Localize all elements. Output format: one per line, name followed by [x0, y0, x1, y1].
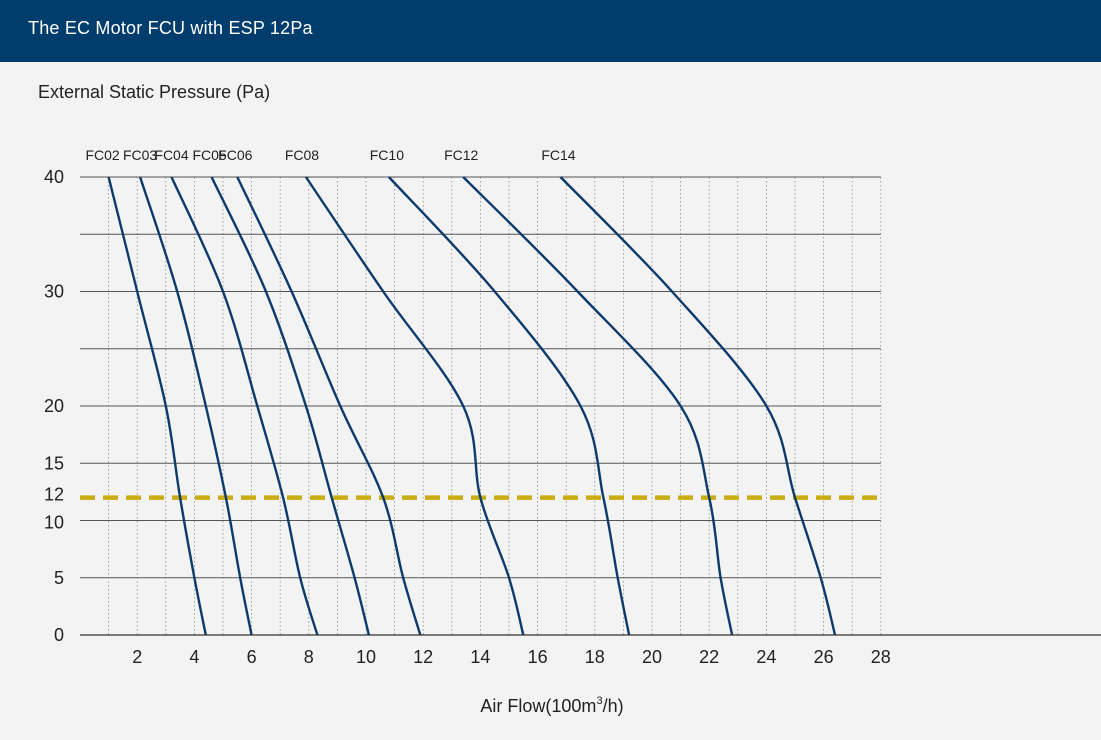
series-label-fc03: FC03 — [123, 147, 157, 163]
y-tick-label: 30 — [44, 282, 64, 302]
x-tick-label: 16 — [528, 647, 548, 667]
x-tick-label: 12 — [413, 647, 433, 667]
curves — [107, 176, 837, 636]
series-label-fc08: FC08 — [285, 147, 319, 163]
curve-fc10 — [388, 176, 631, 636]
chart-area: External Static Pressure (Pa) FC02 FC03 FC… — [0, 62, 1101, 735]
series-label-fc10: FC10 — [370, 147, 404, 163]
x-tick-label: 8 — [304, 647, 314, 667]
y-axis-title: External Static Pressure (Pa) — [38, 82, 270, 102]
x-tick-label: 26 — [814, 647, 834, 667]
x-axis-title: Air Flow(100m3/h) — [480, 695, 623, 716]
y-tick-label: 12 — [44, 485, 64, 505]
chart-title: The EC Motor FCU with ESP 12Pa — [28, 18, 313, 38]
x-tick-label: 14 — [470, 647, 490, 667]
curve-fc12 — [462, 176, 734, 636]
x-tick-label: 24 — [756, 647, 776, 667]
series-label-fc04: FC04 — [154, 147, 188, 163]
y-tick-label: 10 — [44, 513, 64, 533]
series-label-fc05: FC05 — [192, 147, 226, 163]
y-tick-label: 5 — [54, 568, 64, 588]
x-axis-title-tail: /h) — [603, 696, 624, 716]
x-tick-label: 18 — [585, 647, 605, 667]
x-tick-label: 2 — [132, 647, 142, 667]
x-tick-label: 22 — [699, 647, 719, 667]
curve-fc04 — [170, 176, 319, 636]
series-label-fc02: FC02 — [85, 147, 119, 163]
x-tick-label: 28 — [871, 647, 891, 667]
curve-fc06 — [236, 176, 422, 636]
y-tick-label: 40 — [44, 167, 64, 187]
curve-fc14 — [559, 176, 837, 636]
curve-fc08 — [304, 176, 525, 636]
x-tick-label: 20 — [642, 647, 662, 667]
curve-fc05 — [210, 176, 371, 636]
y-tick-label: 0 — [54, 625, 64, 645]
y-tick-label: 15 — [44, 453, 64, 473]
x-tick-label: 4 — [189, 647, 199, 667]
y-tick-label: 20 — [44, 396, 64, 416]
title-bar: The EC Motor FCU with ESP 12Pa — [0, 0, 1101, 62]
x-axis-title-superscript: 3 — [596, 695, 602, 707]
grid — [80, 176, 1101, 636]
x-tick-label: 6 — [247, 647, 257, 667]
chart-svg: External Static Pressure (Pa) FC02 FC03FC… — [38, 82, 1101, 716]
curve-fc03 — [138, 176, 253, 636]
series-label-fc12: FC12 — [444, 147, 478, 163]
series-label-fc14: FC14 — [541, 147, 575, 163]
series-label-fc06: FC06 — [218, 147, 252, 163]
x-tick-label: 10 — [356, 647, 376, 667]
x-axis-title-main: Air Flow(100m — [480, 696, 596, 716]
curve-fc02 — [107, 176, 207, 636]
